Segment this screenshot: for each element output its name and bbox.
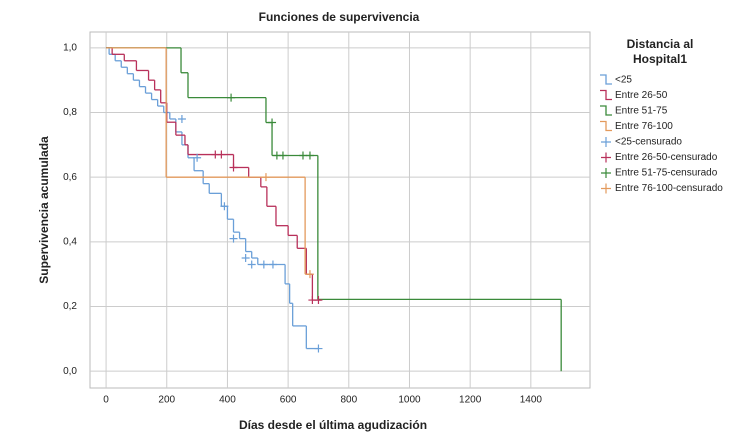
censor-mark: [305, 151, 314, 160]
censor-mark: [261, 173, 270, 182]
legend-title: Hospital1: [633, 52, 687, 66]
legend-swatch: [601, 137, 611, 147]
x-tick-label: 200: [158, 395, 175, 406]
legend-swatch: [601, 152, 611, 163]
censor-mark: [278, 151, 287, 160]
censor-mark: [227, 93, 236, 102]
x-tick-label: 1400: [520, 395, 543, 406]
legend-swatch: [600, 89, 612, 101]
censor-mark: [305, 270, 314, 279]
censor-mark: [220, 202, 229, 211]
x-axis-title: Días desde el última agudización: [239, 418, 427, 432]
y-axis-title: Supervivencia acumulada: [37, 136, 51, 284]
legend-swatch: [601, 183, 611, 194]
censor-mark: [314, 296, 323, 305]
x-tick-label: 400: [219, 395, 236, 406]
censor-mark: [268, 260, 277, 269]
censor-mark: [241, 254, 250, 263]
legend-swatch: [600, 74, 612, 85]
y-tick-label: 0,8: [63, 107, 77, 118]
y-tick-label: 1,0: [63, 42, 77, 53]
censor-mark: [229, 163, 238, 172]
legend-label: Entre 26-50-censurado: [615, 152, 718, 163]
legend-label: Entre 76-100-censurado: [615, 183, 723, 194]
censor-mark: [193, 153, 202, 162]
legend-label: <25-censurado: [615, 137, 682, 148]
censor-mark: [298, 151, 307, 160]
x-tick-label: 600: [280, 395, 297, 406]
legend-swatch: [600, 120, 612, 132]
plot-area: [89, 31, 591, 389]
x-tick-label: 1000: [398, 395, 421, 406]
legend-label: Entre 51-75-censurado: [615, 168, 718, 179]
x-tick-label: 1200: [459, 395, 482, 406]
censor-mark: [229, 234, 238, 243]
legend-swatch: [601, 168, 611, 178]
y-tick-label: 0,4: [63, 236, 77, 247]
censor-mark: [259, 260, 268, 269]
x-tick-label: 800: [340, 395, 357, 406]
legend-label: Entre 51-75: [615, 106, 668, 117]
censor-mark: [268, 118, 277, 127]
chart-title: Funciones de supervivencia: [259, 10, 420, 24]
legend-title: Distancia al: [627, 37, 694, 51]
censor-mark: [177, 114, 186, 123]
y-tick-label: 0,2: [63, 301, 77, 312]
censor-mark: [314, 344, 323, 353]
x-tick-label: 0: [103, 395, 109, 406]
y-tick-label: 0,6: [63, 172, 77, 183]
legend-label: <25: [615, 75, 632, 86]
censor-mark: [217, 150, 226, 159]
y-tick-label: 0,0: [63, 366, 77, 377]
legend-label: Entre 76-100: [615, 121, 673, 132]
legend-swatch: [600, 105, 612, 116]
censor-mark: [247, 260, 256, 269]
legend-label: Entre 26-50: [615, 90, 668, 101]
